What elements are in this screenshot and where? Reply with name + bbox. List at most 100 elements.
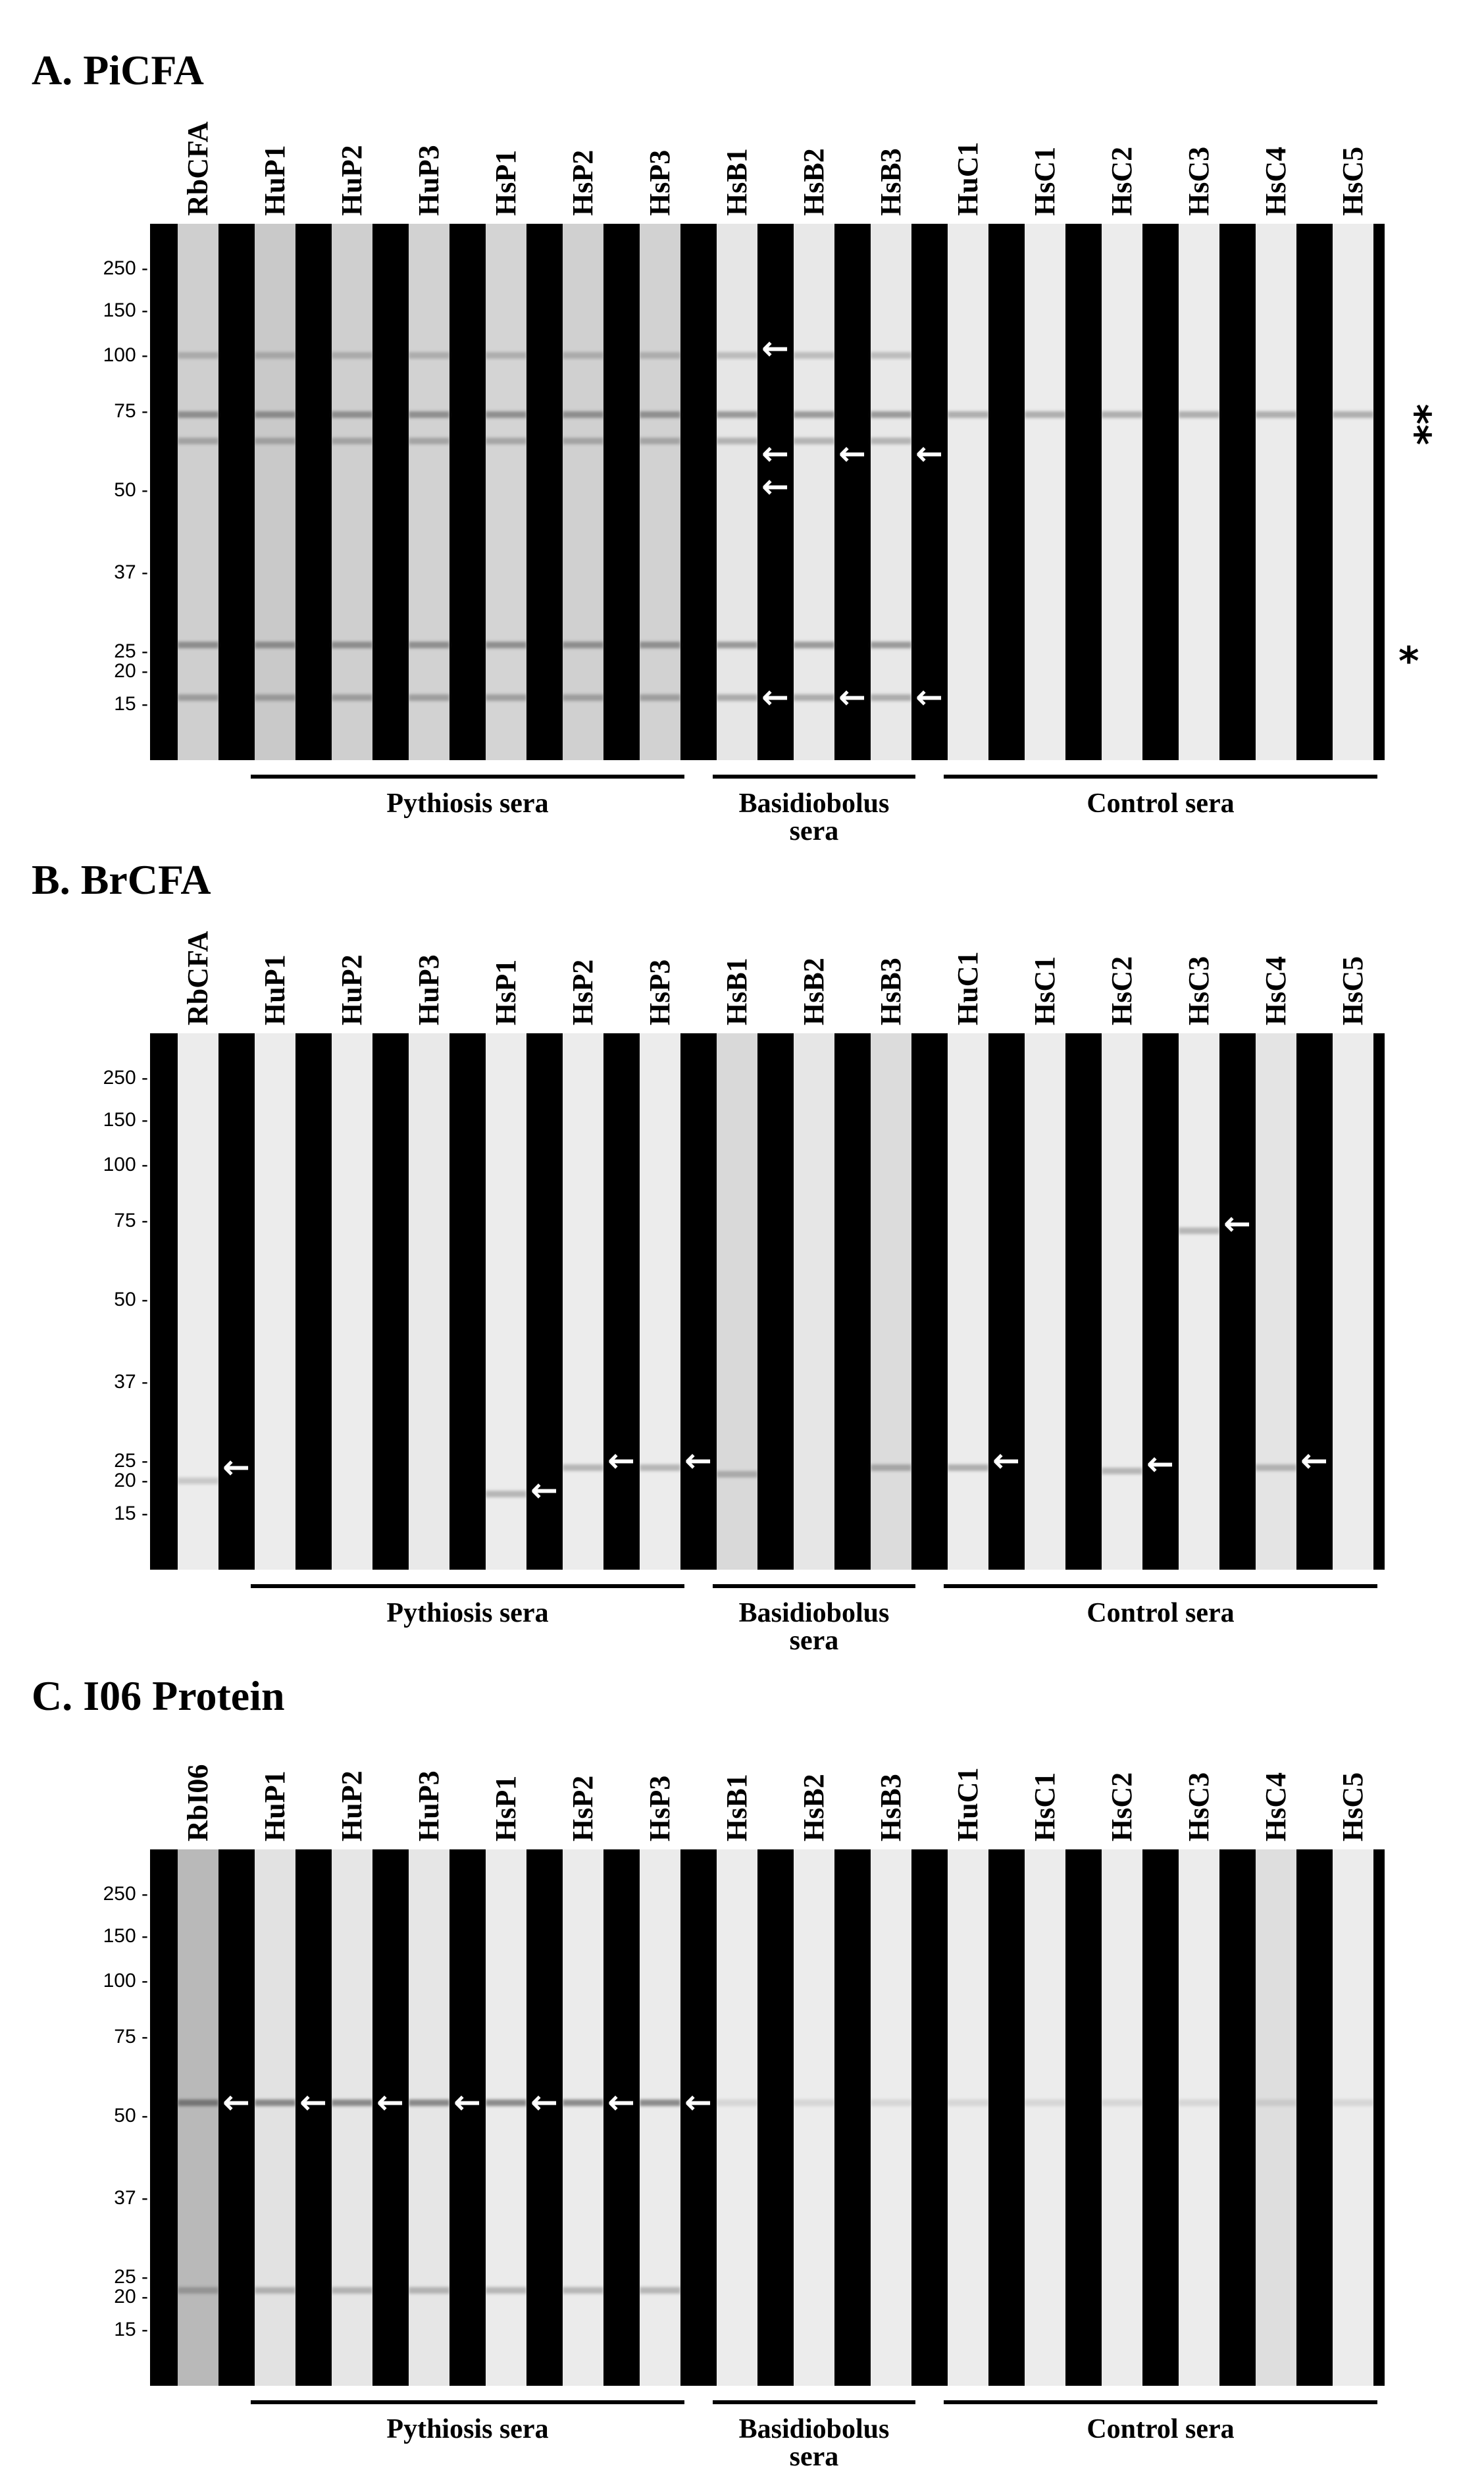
protein-band	[486, 2287, 526, 2294]
protein-band	[871, 642, 911, 648]
protein-band	[563, 352, 603, 359]
sample-group-label: Pythiosis sera	[386, 1598, 549, 1628]
sample-group-label: Basidiobolus sera	[738, 788, 890, 846]
sample-group-label: Pythiosis sera	[386, 2414, 549, 2444]
blot-lane	[871, 224, 911, 760]
protein-band	[332, 411, 372, 418]
blot-lane	[255, 1849, 295, 2386]
blot-lane	[255, 224, 295, 760]
protein-band	[717, 1471, 757, 1478]
left-arrow-icon: ←	[684, 1441, 712, 1480]
blot-lane	[1256, 1033, 1296, 1570]
mw-marker: 25 -	[114, 640, 148, 662]
sample-group-bar	[944, 2400, 1377, 2404]
lane-label: HsC4	[1260, 1772, 1292, 1841]
protein-band	[948, 1464, 988, 1471]
left-arrow-icon: ←	[607, 2083, 635, 2121]
blot-lane	[1179, 1033, 1219, 1570]
mw-marker: 250 -	[103, 1067, 148, 1089]
lane-label: HsB1	[721, 1774, 753, 1841]
blot-lane	[717, 224, 757, 760]
blot-lane	[1333, 1849, 1373, 2386]
sample-group-bar	[713, 1584, 915, 1588]
protein-band	[409, 352, 449, 359]
lane-label: HuP2	[336, 145, 368, 216]
lane-label: RbI06	[182, 1764, 214, 1841]
lane-label: HuP1	[259, 954, 291, 1025]
protein-band	[640, 2099, 680, 2106]
lane-label: HuP3	[413, 954, 445, 1025]
lane-label: RbCFA	[182, 931, 214, 1025]
blot-lane	[178, 1033, 218, 1570]
lane-label: HsC2	[1106, 956, 1138, 1025]
lane-label: HsC4	[1260, 956, 1292, 1025]
lane-label: HsB3	[875, 1774, 907, 1841]
protein-band	[409, 438, 449, 444]
protein-band	[871, 352, 911, 359]
lane-label: HuP1	[259, 145, 291, 216]
lane-label: HsB2	[798, 1774, 830, 1841]
mw-marker: 100 -	[103, 1970, 148, 1992]
blot-lane	[1102, 1849, 1142, 2386]
mw-marker: 20 -	[114, 1470, 148, 1491]
mw-marker: 20 -	[114, 660, 148, 682]
protein-band	[717, 2099, 757, 2106]
lane-label: HsC5	[1337, 1772, 1369, 1841]
protein-band	[563, 2287, 603, 2294]
mw-marker: 150 -	[103, 1925, 148, 1947]
left-arrow-icon: ←	[915, 678, 943, 716]
panel-title: A. PiCFA	[32, 47, 204, 93]
protein-band	[640, 352, 680, 359]
left-arrow-icon: ←	[915, 434, 943, 473]
mw-marker: 15 -	[114, 1503, 148, 1524]
protein-band	[1256, 1464, 1296, 1471]
blot-lane	[1102, 224, 1142, 760]
protein-band	[1025, 411, 1065, 418]
lane-label: HsP1	[490, 959, 522, 1025]
lane-label: HsC5	[1337, 956, 1369, 1025]
left-arrow-icon: ←	[761, 329, 789, 367]
protein-band	[794, 642, 834, 648]
blot-lane	[871, 1033, 911, 1570]
lane-label: HsP1	[490, 1775, 522, 1841]
sample-group-label: Control sera	[1087, 2414, 1235, 2444]
left-arrow-icon: ←	[530, 1471, 558, 1509]
left-arrow-icon: ←	[1223, 1204, 1251, 1243]
blot-lane	[1025, 224, 1065, 760]
blot-panel: C. I06 Protein RbI06 HuP1 HuP2 HuP3 HsP1 HsP2 H…	[0, 1626, 1484, 2471]
lane-label: HuP2	[336, 954, 368, 1025]
protein-band	[409, 642, 449, 648]
protein-band	[1179, 2099, 1219, 2106]
protein-band	[1256, 411, 1296, 418]
protein-band	[332, 2099, 372, 2106]
protein-band	[332, 352, 372, 359]
protein-band	[717, 438, 757, 444]
lane-label: HsB1	[721, 958, 753, 1025]
left-arrow-icon: ←	[761, 678, 789, 716]
blot-lane	[717, 1849, 757, 2386]
left-arrow-icon: ←	[761, 467, 789, 505]
protein-band	[563, 2099, 603, 2106]
left-arrow-icon: ←	[607, 1441, 635, 1480]
blot-lane	[332, 1033, 372, 1570]
lane-label: HsC3	[1183, 956, 1215, 1025]
left-arrow-icon: ←	[684, 2083, 712, 2121]
protein-band	[178, 694, 218, 701]
protein-band	[486, 1491, 526, 1497]
protein-band	[255, 2287, 295, 2294]
left-arrow-icon: ←	[453, 2083, 481, 2121]
protein-band	[794, 411, 834, 418]
blot-lane	[486, 1849, 526, 2386]
blot-lane	[871, 1849, 911, 2386]
sample-group-label: Control sera	[1087, 1598, 1235, 1628]
lane-label: HuP3	[413, 1770, 445, 1841]
left-arrow-icon: ←	[222, 1448, 250, 1486]
blot-lane	[794, 224, 834, 760]
lane-label: HuC1	[952, 951, 984, 1025]
protein-band	[1179, 411, 1219, 418]
protein-band	[948, 2099, 988, 2106]
blot-lane	[563, 1033, 603, 1570]
protein-band	[486, 411, 526, 418]
mw-marker: 50 -	[114, 479, 148, 501]
protein-band	[1333, 411, 1373, 418]
